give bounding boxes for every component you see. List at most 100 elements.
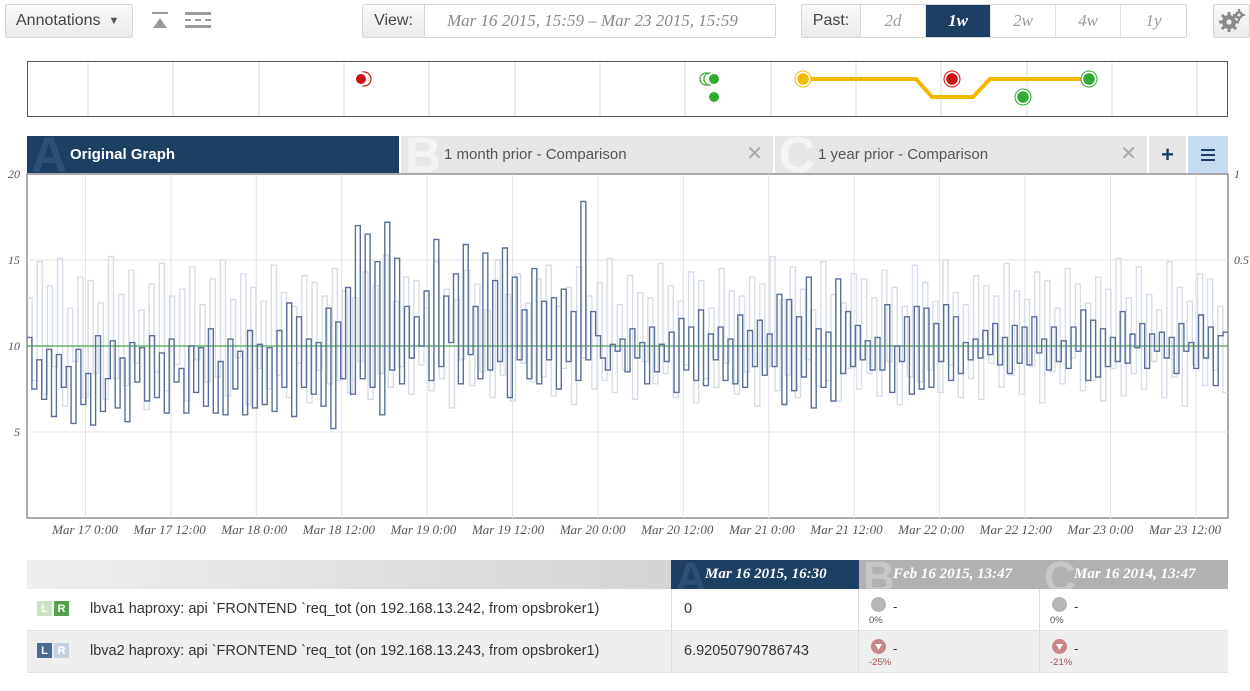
comparison-b: - -25% — [859, 631, 1040, 673]
chevron-down-icon: ▼ — [108, 15, 120, 27]
trend-down-icon — [871, 639, 886, 654]
y-tick-label: 5 — [14, 425, 20, 439]
tab-original-graph[interactable]: A Original Graph — [27, 136, 399, 173]
right-axis-toggle[interactable]: R — [54, 601, 69, 616]
y-tick-label: 10 — [8, 339, 20, 353]
add-comparison-button[interactable]: + — [1149, 136, 1186, 173]
past-option-1y[interactable]: 1y — [1121, 5, 1186, 37]
past-label: Past: — [802, 5, 861, 37]
y-tick-label: 20 — [8, 168, 20, 181]
menu-icon — [1201, 148, 1215, 161]
collapse-top-icon[interactable] — [150, 10, 170, 35]
tab-letter: A — [31, 136, 68, 173]
legend-header-c: C Mar 16 2014, 13:47 — [1040, 560, 1228, 589]
x-tick-label: Mar 18 0:00 — [220, 522, 287, 537]
comparison-b: - 0% — [859, 589, 1040, 631]
comparison-percent: 0% — [1050, 615, 1064, 626]
table-row[interactable]: L R lbva1 haproxy: api `FRONTEND `req_to… — [27, 589, 1228, 631]
annotations-dropdown[interactable]: Annotations ▼ — [5, 4, 133, 38]
x-tick-label: Mar 22 12:00 — [979, 522, 1053, 537]
comparison-value: - — [1074, 599, 1079, 614]
view-range-control[interactable]: View: Mar 16 2015, 15:59 – Mar 23 2015, … — [362, 4, 776, 38]
axis-badges: L R — [37, 601, 69, 616]
past-option-4w[interactable]: 4w — [1056, 5, 1121, 37]
past-option-2d[interactable]: 2d — [861, 5, 926, 37]
metric-name: lbva1 haproxy: api `FRONTEND `req_tot (o… — [90, 601, 600, 617]
metric-name: lbva2 haproxy: api `FRONTEND `req_tot (o… — [90, 643, 600, 659]
tab-label: 1 month prior - Comparison — [444, 146, 627, 163]
x-tick-label: Mar 17 12:00 — [133, 522, 207, 537]
y2-tick-label: 1 — [1234, 168, 1240, 181]
trend-neutral-icon — [871, 597, 886, 612]
view-range-input[interactable]: Mar 16 2015, 15:59 – Mar 23 2015, 15:59 — [425, 5, 775, 37]
series-primary-line — [27, 200, 1228, 430]
trend-neutral-icon — [1052, 597, 1067, 612]
legend-table: A Mar 16 2015, 16:30 B Feb 16 2015, 13:4… — [27, 560, 1228, 673]
annotation-timeline[interactable] — [27, 61, 1228, 117]
timeline-ok-event[interactable] — [699, 72, 721, 104]
graph-menu-button[interactable] — [1188, 136, 1228, 173]
header-letter: A — [675, 560, 707, 589]
past-option-1w[interactable]: 1w — [926, 5, 991, 37]
timeline-warning-event[interactable] — [794, 70, 812, 88]
past-option-2w[interactable]: 2w — [991, 5, 1056, 37]
comparison-percent: -21% — [1050, 657, 1073, 668]
metric-value: 0 — [671, 589, 859, 631]
comparison-value: - — [893, 599, 898, 614]
trend-down-icon — [1052, 639, 1067, 654]
grid-lines-icon[interactable] — [184, 10, 212, 35]
close-icon[interactable]: ✕ — [746, 143, 763, 165]
tab-month-comparison[interactable]: B 1 month prior - Comparison ✕ — [401, 136, 773, 173]
x-tick-label: Mar 22 0:00 — [897, 522, 964, 537]
past-range-selector: Past: 2d 1w 2w 4w 1y — [801, 4, 1187, 38]
graph-tabs: A Original Graph B 1 month prior - Compa… — [27, 136, 1228, 173]
header-timestamp: Mar 16 2014, 13:47 — [1074, 566, 1196, 582]
time-series-chart[interactable]: 20 15 10 5 1 0.5 Mar 17 0:00 Mar 17 12:00 Mar … — [0, 168, 1250, 540]
timeline-ok-event[interactable] — [1014, 70, 1098, 106]
header-letter: C — [1044, 560, 1076, 589]
comparison-percent: -25% — [869, 657, 892, 668]
metric-value: 6.92050790786743 — [671, 631, 859, 673]
tab-letter: C — [779, 136, 816, 173]
header-timestamp: Feb 16 2015, 13:47 — [893, 566, 1013, 582]
close-icon[interactable]: ✕ — [1120, 143, 1137, 165]
x-tick-label: Mar 23 0:00 — [1067, 522, 1134, 537]
timeline-critical-event[interactable] — [354, 71, 372, 87]
view-label: View: — [363, 5, 425, 37]
tab-year-comparison[interactable]: C 1 year prior - Comparison ✕ — [775, 136, 1147, 173]
axis-badges: L R — [37, 643, 69, 658]
left-axis-toggle[interactable]: L — [37, 601, 52, 616]
timeline-critical-event[interactable] — [943, 70, 961, 88]
x-tick-label: Mar 18 12:00 — [302, 522, 376, 537]
tab-label: 1 year prior - Comparison — [818, 146, 989, 163]
x-tick-label: Mar 19 0:00 — [390, 522, 457, 537]
left-axis-toggle[interactable]: L — [37, 643, 52, 658]
y2-tick-label: 0.5 — [1234, 253, 1249, 267]
x-tick-label: Mar 23 12:00 — [1148, 522, 1222, 537]
y-tick-label: 15 — [8, 253, 20, 267]
gear-icon — [1218, 9, 1245, 32]
x-tick-label: Mar 21 0:00 — [728, 522, 795, 537]
legend-header: A Mar 16 2015, 16:30 B Feb 16 2015, 13:4… — [27, 560, 1228, 589]
comparison-value: - — [1074, 641, 1079, 656]
settings-button[interactable] — [1213, 4, 1250, 38]
comparison-percent: 0% — [869, 615, 883, 626]
header-letter: B — [863, 560, 895, 589]
timeline-warning-line — [803, 77, 1089, 99]
comparison-c: - 0% — [1040, 589, 1228, 631]
legend-header-b: B Feb 16 2015, 13:47 — [859, 560, 1040, 589]
x-tick-label: Mar 20 12:00 — [640, 522, 714, 537]
comparison-value: - — [893, 641, 898, 656]
x-tick-label: Mar 19 12:00 — [471, 522, 545, 537]
header-timestamp: Mar 16 2015, 16:30 — [705, 566, 827, 582]
x-tick-label: Mar 20 0:00 — [559, 522, 626, 537]
tab-letter: B — [405, 136, 442, 173]
x-tick-label: Mar 21 12:00 — [809, 522, 883, 537]
tab-label: Original Graph — [70, 146, 176, 163]
annotations-label: Annotations — [16, 12, 101, 29]
right-axis-toggle[interactable]: R — [54, 643, 69, 658]
x-tick-label: Mar 17 0:00 — [51, 522, 118, 537]
comparison-c: - -21% — [1040, 631, 1228, 673]
table-row[interactable]: L R lbva2 haproxy: api `FRONTEND `req_to… — [27, 631, 1228, 673]
legend-header-a: A Mar 16 2015, 16:30 — [671, 560, 859, 589]
